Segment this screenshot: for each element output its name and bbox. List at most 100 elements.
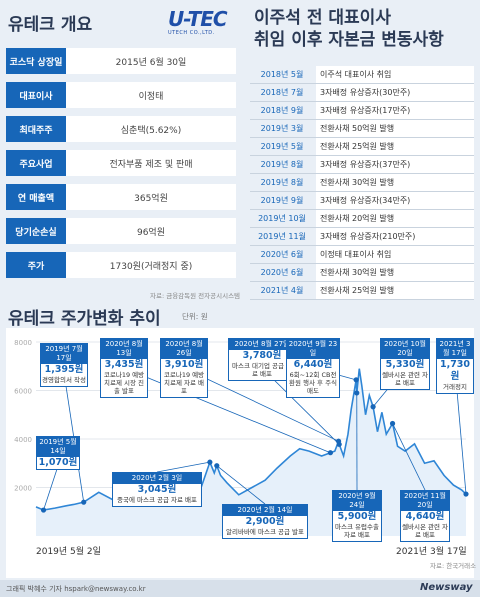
timeline-date: 2019년 10월 (258, 214, 306, 223)
annotation-connector (123, 367, 331, 454)
timeline-row: 2019년 10월 전환사채 20억원 발행 (250, 210, 474, 228)
annotation-connector (156, 461, 210, 473)
annotation-value: 3,910원 (164, 359, 204, 370)
timeline-date: 2019년 11월 (258, 232, 306, 241)
overview-row-value: 2015년 6월 30일 (66, 48, 236, 74)
annotation-bubble: 2020년 8월 26일 3,910원 코로나19 예방치료제 자료 배포 (160, 338, 208, 398)
timeline-date: 2018년 5월 (260, 70, 304, 79)
annotation-value: 2,900원 (245, 516, 285, 527)
annotation-bubble: 2020년 8월 13일 3,435원 코로나19 예방치료제 시장 진출 발표 (100, 338, 148, 398)
timeline-date: 2019년 9월 (260, 196, 304, 205)
annotation-value: 6,440원 (293, 359, 333, 370)
footer-bar: 그래픽 박혜수 기자 hspark@newsway.co.kr Newsway (0, 580, 480, 597)
annotation-date: 2020년 10월 20일 (381, 339, 429, 359)
annotation-bubble: 2021년 3월 17일 1,730원 거래정지 (436, 338, 474, 394)
chart-unit: 단위: 원 (182, 312, 208, 321)
annotation-value: 1,395원 (44, 364, 84, 375)
company-logo: U-TEC UTECH CO.,LTD. (168, 8, 236, 38)
annotation-desc: 중국에 마스크 공급 자료 배포 (116, 496, 198, 504)
timeline-row: 2020년 6월 이정태 대표이사 취임 (250, 246, 474, 264)
data-point (81, 499, 87, 505)
timeline-event: 전환사채 50억원 발행 (316, 120, 474, 137)
overview-row: 당기순손실 96억원 (6, 218, 236, 244)
annotation-desc: 쎌바시온 관련 자료 배포 (402, 523, 448, 539)
data-point (370, 404, 376, 410)
overview-row: 코스닥 상장일 2015년 6월 30일 (6, 48, 236, 74)
annotation-date: 2021년 3월 17일 (437, 339, 473, 359)
annotation-bubble: 2020년 9월 24일 5,900원 마스크 유럽수출 자료 배포 (332, 490, 382, 542)
y-tick-label: 4000 (14, 436, 32, 444)
annotation-bubble: 2020년 11월 20일 4,640원 쎌바시온 관련 자료 배포 (400, 490, 450, 542)
timeline-event: 3자배정 유상증자(34만주) (316, 192, 474, 209)
annotation-date: 2020년 11월 20일 (401, 491, 449, 511)
footer-brand: Newsway (420, 582, 473, 593)
data-point (336, 441, 342, 447)
annotation-connector (392, 423, 426, 491)
timeline-row: 2019년 3월 전환사채 50억원 발행 (250, 120, 474, 138)
timeline-title-line1: 이주석 전 대표이사 (254, 8, 391, 28)
footer-credit: 그래픽 박혜수 기자 hspark@newsway.co.kr (6, 585, 146, 593)
timeline-row: 2021년 4월 전환사채 25억원 발행 (250, 282, 474, 300)
annotation-desc: 마스크 대기업 공급 자료 배포 (231, 362, 293, 378)
timeline-row: 2019년 11월 3자배정 유상증자(210만주) (250, 228, 474, 246)
data-point (353, 377, 359, 383)
timeline-date: 2019년 5월 (260, 142, 304, 151)
annotation-value: 3,780원 (242, 350, 282, 361)
annotation-date: 2019년 7월 17일 (41, 344, 87, 364)
overview-row-value: 365억원 (66, 184, 236, 210)
timeline-row: 2019년 8월 전환사채 30억원 발행 (250, 174, 474, 192)
timeline-date: 2020년 6월 (260, 268, 304, 277)
annotation-bubble: 2020년 2월 3일 3,045원 중국에 마스크 공급 자료 배포 (112, 472, 202, 507)
timeline-date: 2019년 3월 (260, 124, 304, 133)
overview-row: 연 매출액 365억원 (6, 184, 236, 210)
annotation-bubble: 2020년 10월 20일 5,330원 쎌바시온 관련 자료 배포 (380, 338, 430, 390)
chart-title: 유테크 주가변화 추이 (8, 309, 161, 329)
annotation-connector (183, 367, 339, 442)
annotation-value: 1,730원 (439, 359, 471, 382)
annotation-date: 2019년 5월 14일 (37, 437, 79, 457)
annotation-bubble: 2019년 5월 14일 1,070원 (36, 436, 80, 470)
overview-row-value: 96억원 (66, 218, 236, 244)
overview-source: 자료: 금융감독원 전자공시시스템 (150, 292, 241, 300)
timeline-date: 2018년 7월 (260, 88, 304, 97)
overview-row-label: 최대주주 (6, 116, 66, 142)
chart-end-date: 2021년 3월 17일 (396, 547, 467, 557)
data-point (214, 463, 220, 469)
annotation-desc: 코로나19 예방치료제 시장 진출 발표 (103, 371, 145, 395)
annotation-date: 2020년 8월 13일 (101, 339, 147, 359)
annotation-bubble: 2020년 2월 14일 2,900원 알리바바에 마스크 공급 발표 (222, 504, 308, 539)
data-point (327, 450, 334, 456)
annotation-value: 5,900원 (337, 511, 377, 522)
timeline-row: 2019년 5월 전환사채 25억원 발행 (250, 138, 474, 156)
overview-row: 주가 1730원(거래정지 중) (6, 252, 236, 278)
annotation-desc: 코로나19 예방치료제 자료 배포 (163, 371, 205, 395)
annotation-value: 1,070원 (38, 457, 78, 468)
annotation-date: 2020년 8월 26일 (161, 339, 207, 359)
data-point (389, 420, 396, 427)
annotation-value: 3,045원 (137, 484, 177, 495)
timeline-event: 전환사채 30억원 발행 (316, 264, 474, 281)
annotation-value: 4,640원 (405, 511, 445, 522)
overview-row: 대표이사 이정태 (6, 82, 236, 108)
timeline-date: 2019년 8월 (260, 178, 304, 187)
annotation-bubble: 2020년 9월 23일 6,440원 6회~12회 CB전환원 행사 후 주식매도 (286, 338, 340, 398)
timeline-event: 전환사채 25억원 발행 (316, 282, 474, 299)
overview-row-value: 1730원(거래정지 중) (66, 252, 236, 278)
timeline-row: 2019년 9월 3자배정 유상증자(34만주) (250, 192, 474, 210)
annotation-value: 5,330원 (385, 359, 425, 370)
timeline-event: 이정태 대표이사 취임 (316, 246, 474, 263)
timeline-date: 2018년 9월 (260, 106, 304, 115)
overview-row-value: 심춘택(5.62%) (66, 116, 236, 142)
overview-row-label: 연 매출액 (6, 184, 66, 210)
annotation-desc: 쎌바시온 관련 자료 배포 (382, 371, 428, 387)
overview-row-label: 대표이사 (6, 82, 66, 108)
timeline-event: 3자배정 유상증자(37만주) (316, 156, 474, 173)
annotation-date: 2020년 9월 24일 (333, 491, 381, 511)
overview-row: 주요사업 전자부품 제조 및 판매 (6, 150, 236, 176)
annotation-connector (216, 465, 266, 505)
timeline-event: 3자배정 유상증자(17만주) (316, 102, 474, 119)
annotation-desc: 6회~12회 CB전환원 행사 후 주식매도 (288, 371, 338, 395)
annotation-connector (43, 465, 59, 511)
annotation-desc: 마스크 유럽수출 자료 배포 (335, 523, 379, 539)
annotation-desc: 경영합의서 작성 (42, 376, 86, 384)
